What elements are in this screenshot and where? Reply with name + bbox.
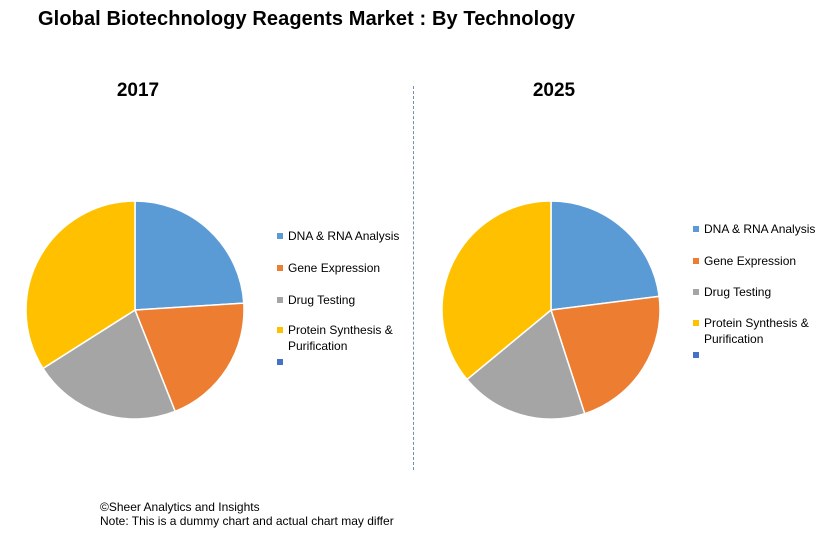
legend-swatch (277, 359, 283, 365)
legend-label: Protein Synthesis & Purification (704, 316, 809, 346)
page-title: Global Biotechnology Reagents Market : B… (38, 8, 576, 30)
slice-dna-rna (550, 200, 660, 311)
legend-swatch (277, 265, 283, 271)
legend-label: Gene Expression (704, 254, 797, 268)
slice-dna-rna (134, 200, 245, 311)
legend-label: Gene Expression (288, 261, 381, 275)
legend-swatch (277, 327, 283, 333)
chart-divider (413, 86, 414, 470)
legend-label: Drug Testing (288, 293, 356, 307)
legend-label: DNA & RNA Analysis (288, 229, 400, 243)
legend-swatch (277, 297, 283, 303)
legend-label: Drug Testing (704, 285, 772, 299)
footer: ©Sheer Analytics and Insights Note: This… (100, 500, 394, 528)
slice-gene-expression (550, 295, 661, 415)
slice-protein-synthesis (441, 200, 552, 381)
legend-swatch (693, 352, 699, 358)
slice-drug-testing (41, 308, 177, 420)
chart-title-2025: 2025 (532, 80, 576, 101)
slice-protein-synthesis (25, 200, 136, 370)
legend-swatch (277, 233, 283, 239)
chart-title-2017: 2017 (116, 80, 160, 101)
legend-label: DNA & RNA Analysis (704, 222, 816, 236)
legend-swatch (693, 258, 699, 264)
footer-note: Note: This is a dummy chart and actual c… (100, 514, 394, 528)
legend-swatch (693, 320, 699, 326)
footer-copyright: ©Sheer Analytics and Insights (100, 500, 260, 514)
legend-swatch (693, 226, 699, 232)
slice-drug-testing (465, 308, 586, 420)
legend-label: Protein Synthesis & Purification (288, 323, 393, 353)
slice-gene-expression (133, 302, 245, 413)
legend-swatch (693, 289, 699, 295)
